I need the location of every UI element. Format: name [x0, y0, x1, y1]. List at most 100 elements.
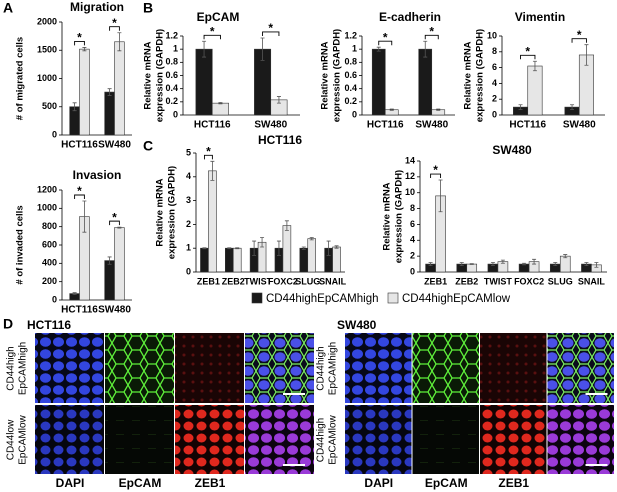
significance-label: * — [525, 44, 530, 58]
significance-bracket — [571, 38, 587, 43]
chart-title: HCT116 — [258, 133, 302, 147]
x-tick-label: SNAIL — [578, 276, 606, 286]
y-tick-label: 1000 — [37, 203, 57, 213]
x-tick-label: SW480 — [563, 120, 596, 131]
y-tick-label: 0.4 — [165, 83, 178, 93]
micrograph — [345, 333, 412, 403]
micrograph — [105, 333, 174, 403]
error-bar — [107, 256, 112, 265]
y-tick-label: 10 — [405, 187, 415, 197]
x-tick-label: TWIST — [484, 276, 512, 286]
error-bar — [469, 263, 474, 265]
error-bar — [202, 40, 207, 58]
channel-label: EpCAM — [119, 476, 162, 490]
error-bar — [459, 262, 464, 267]
y-tick-label: 0.6 — [344, 70, 357, 80]
y-tick-label: 0.2 — [344, 96, 357, 106]
error-bar — [276, 240, 281, 256]
error-bar — [326, 240, 331, 256]
x-tick-label: TWIST — [244, 276, 272, 286]
error-bar — [376, 46, 381, 52]
micrograph — [547, 405, 614, 474]
significance-label: * — [77, 184, 82, 198]
error-bar — [532, 258, 537, 265]
bar — [232, 247, 242, 273]
row-label: CD44high — [316, 418, 327, 462]
significance-bracket — [109, 26, 120, 31]
bar — [418, 48, 433, 116]
micrograph — [480, 333, 547, 403]
micrograph — [547, 333, 614, 403]
error-bar — [72, 292, 77, 295]
y-tick-label: 0 — [173, 109, 178, 119]
significance-bracket — [74, 40, 85, 46]
legend-swatch — [251, 292, 263, 304]
y-axis-label: # of migrated cells — [15, 37, 26, 120]
bar — [114, 227, 125, 301]
y-tick-label: 12 — [405, 171, 415, 181]
x-tick-label: SW480 — [98, 140, 131, 151]
y-tick-label: 1200 — [37, 184, 57, 194]
bar — [79, 48, 90, 136]
row-label: EpCAMhigh — [18, 342, 29, 395]
significance-label: * — [206, 145, 211, 159]
y-tick-label: 0 — [492, 109, 497, 119]
error-bar — [563, 254, 568, 259]
y-tick-label: 1.2 — [165, 30, 178, 40]
y-axis-label: # of invaded cells — [15, 205, 26, 284]
panel-label: D — [3, 316, 13, 332]
error-bar — [117, 32, 122, 52]
y-tick-label: 0.8 — [344, 57, 357, 67]
micrograph — [175, 405, 244, 474]
x-tick-label: HCT116 — [194, 120, 231, 131]
error-bar — [107, 88, 112, 96]
error-bar — [532, 60, 537, 72]
row-label: EpCAMlow — [328, 414, 339, 464]
y-tick-label: 3 — [186, 195, 191, 205]
row-label: EpCAMlow — [18, 414, 29, 464]
x-tick-label: ZEB2 — [455, 276, 478, 286]
x-tick-label: HCT116 — [61, 140, 98, 151]
channel-label: EpCAM — [425, 476, 468, 490]
y-axis-label: expression (GAPDH) — [167, 166, 178, 259]
error-bar — [82, 47, 87, 52]
chart-title: E-cadherin — [379, 10, 441, 24]
y-tick-label: 4 — [492, 78, 497, 88]
x-tick-label: ZEB1 — [424, 276, 447, 286]
row-label: CD44high — [6, 346, 17, 390]
error-bar — [235, 247, 240, 250]
y-axis-label: Relative mRNA — [382, 182, 393, 250]
significance-bracket — [203, 34, 221, 40]
y-tick-label: 2 — [186, 219, 191, 229]
bar — [114, 41, 125, 136]
micrograph — [412, 405, 479, 474]
panel-label: B — [143, 0, 153, 16]
bar — [466, 263, 478, 273]
legend-label: CD44highEpCAMhigh — [266, 293, 379, 305]
chart-title: Migration — [70, 0, 124, 14]
y-tick-label: 1.2 — [344, 30, 357, 40]
error-bar — [202, 247, 207, 250]
significance-bracket — [520, 54, 536, 60]
panel-label: C — [143, 138, 153, 154]
y-tick-label: 2 — [410, 251, 415, 261]
chart-title: Invasion — [73, 168, 122, 182]
error-bar — [584, 262, 589, 267]
error-bar — [252, 240, 257, 256]
y-tick-label: 200 — [42, 276, 57, 286]
y-axis-label: expression (GAPDH) — [394, 170, 405, 263]
y-tick-label: 0.2 — [165, 96, 178, 106]
bar — [332, 246, 341, 273]
significance-bracket — [430, 173, 442, 179]
y-tick-label: 0 — [186, 266, 191, 276]
x-tick-label: ZEB1 — [197, 276, 220, 286]
group-title: HCT116 — [27, 318, 71, 332]
y-tick-label: 8 — [492, 46, 497, 56]
micrograph — [175, 333, 244, 403]
error-bar — [490, 262, 495, 267]
bar — [527, 65, 543, 116]
chart-title: SW480 — [492, 143, 532, 157]
x-tick-label: HCT116 — [509, 120, 546, 131]
y-axis-label: Relative mRNA — [143, 41, 154, 109]
